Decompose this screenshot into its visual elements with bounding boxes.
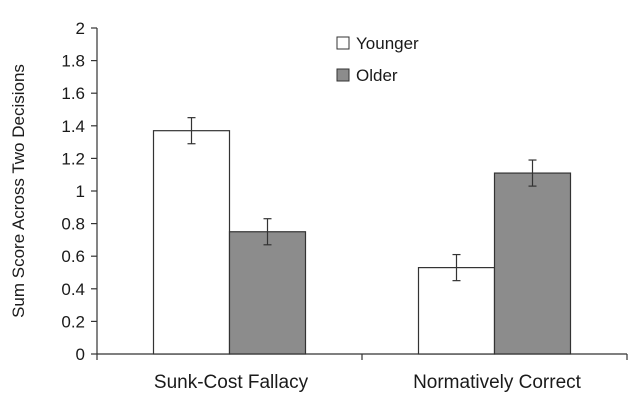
category-label-normatively-correct: Normatively Correct (413, 372, 582, 393)
y-tick-label: 0 (76, 345, 85, 364)
y-ticks: 0 0.2 0.4 0.6 0.8 1 1.2 1.4 1.6 1.8 2 (61, 19, 97, 364)
y-tick-label: 0.4 (61, 280, 85, 299)
category-label-sunk-cost-fallacy: Sunk-Cost Fallacy (154, 372, 309, 393)
x-axis: Sunk-Cost Fallacy Normatively Correct (96, 353, 628, 393)
y-tick-label: 1.8 (61, 52, 85, 71)
bar-older (493, 172, 572, 355)
y-tick-label: 1.2 (61, 149, 85, 168)
y-tick-label: 1.6 (61, 84, 85, 103)
y-axis-title: Sum Score Across Two Decisions (9, 64, 28, 318)
legend-label-older: Older (356, 66, 398, 85)
bar-younger (152, 130, 231, 355)
y-tick-label: 0.8 (61, 215, 85, 234)
bars (152, 117, 572, 355)
y-tick-label: 1.4 (61, 117, 85, 136)
bar-older (228, 231, 307, 355)
y-tick-label: 1 (76, 182, 85, 201)
bar-younger (417, 267, 496, 355)
y-tick-label: 2 (76, 19, 85, 38)
y-tick-label: 0.6 (61, 247, 85, 266)
legend: Younger Older (336, 34, 419, 85)
legend-swatch-older (336, 68, 350, 82)
legend-label-younger: Younger (356, 34, 419, 53)
y-tick-label: 0.2 (61, 312, 85, 331)
legend-swatch-younger (336, 36, 350, 50)
